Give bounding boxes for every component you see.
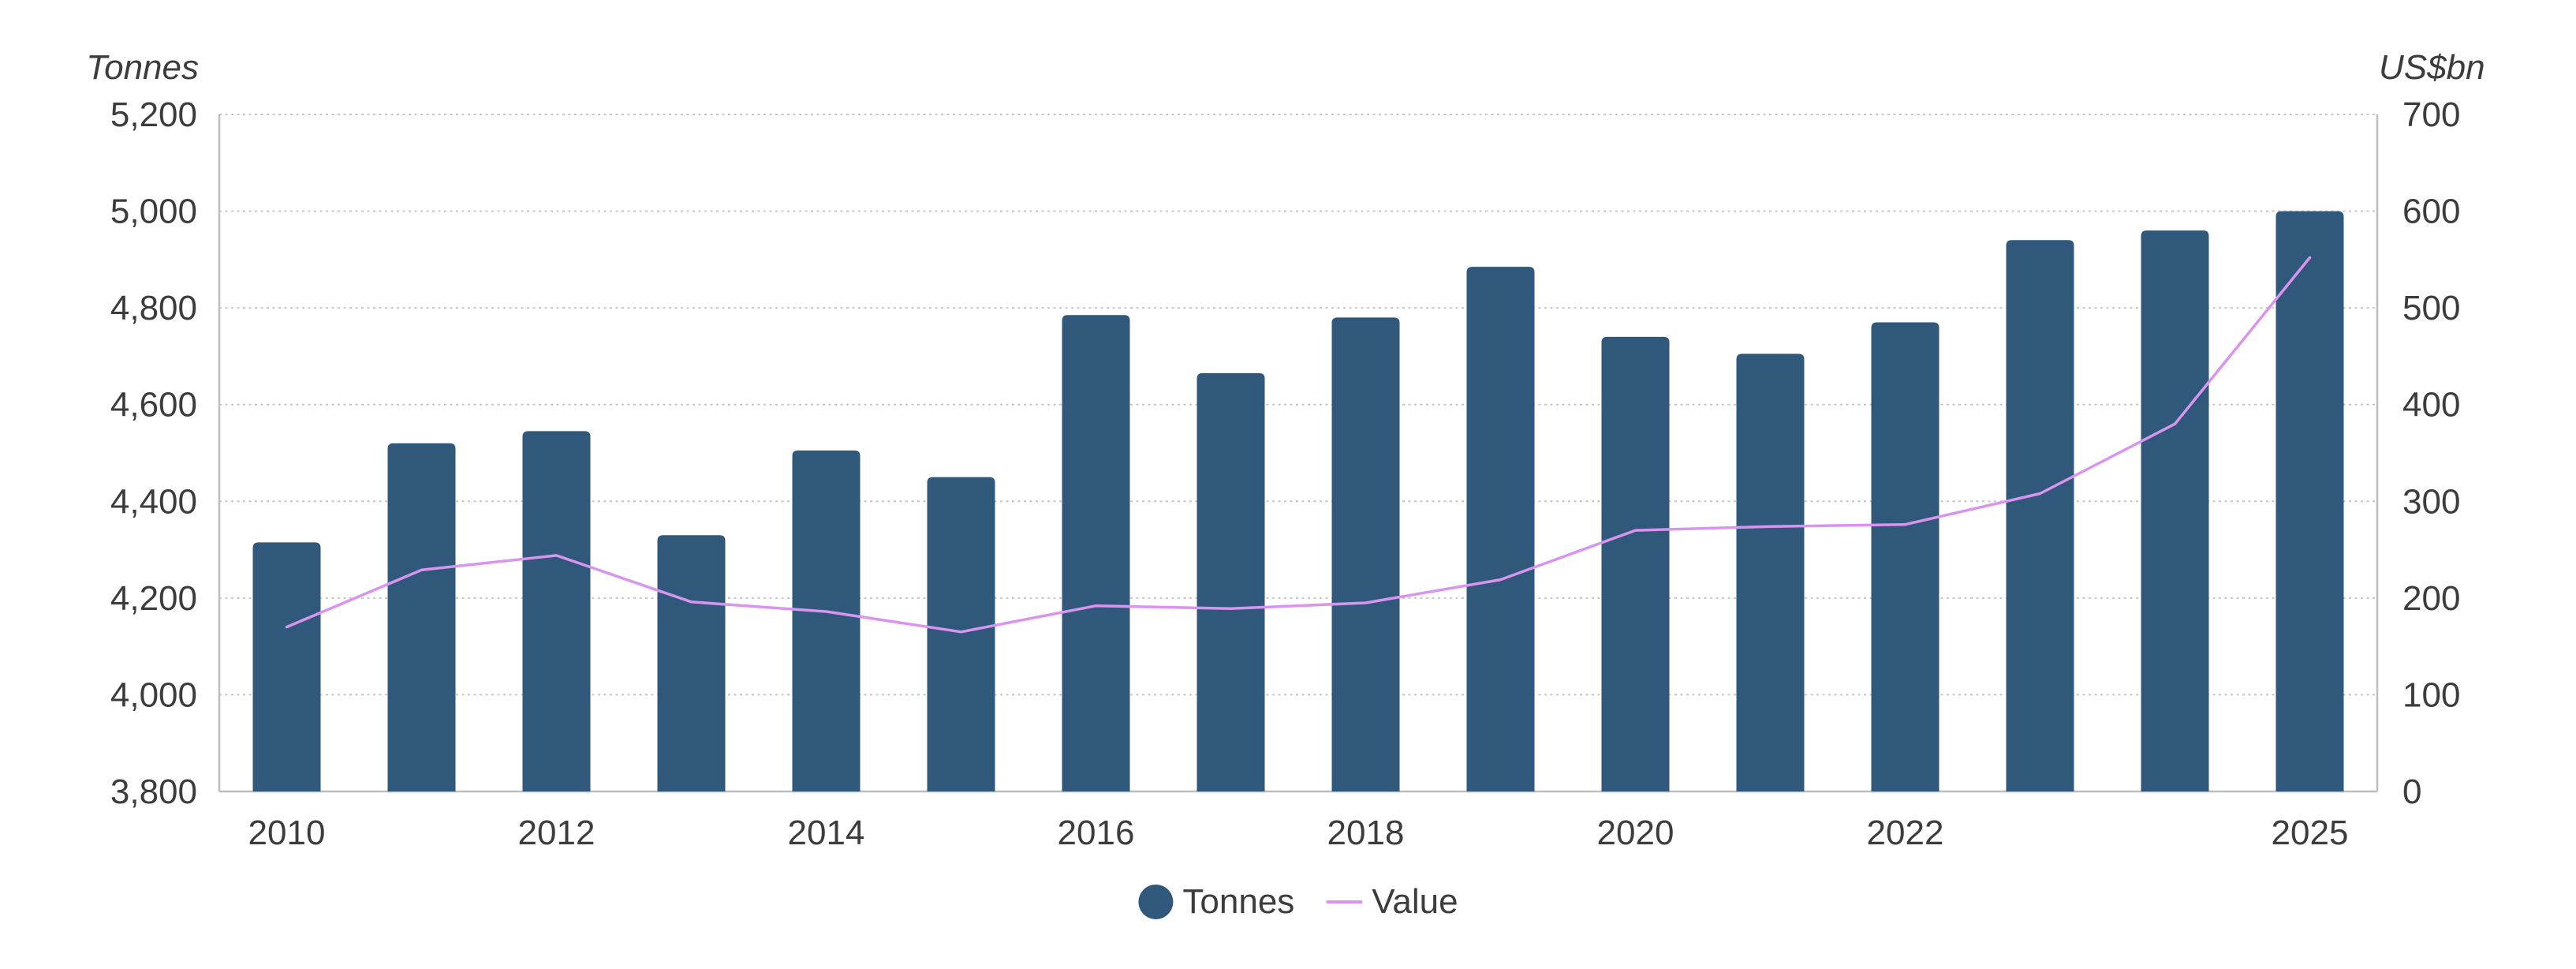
- right-tick-300: 300: [2402, 482, 2460, 521]
- left-tick-4,000: 4,000: [110, 675, 197, 714]
- x-tick-2010: 2010: [248, 814, 326, 852]
- right-tick-0: 0: [2402, 773, 2421, 811]
- left-tick-3,800: 3,800: [110, 773, 197, 811]
- left-tick-4,800: 4,800: [110, 289, 197, 327]
- bar-2014: [792, 450, 861, 791]
- bar-2010: [252, 542, 321, 791]
- bar-2022: [1871, 322, 1939, 791]
- tonnes-legend-label: Tonnes: [1182, 882, 1295, 921]
- left-tick-5,200: 5,200: [110, 95, 197, 134]
- bar-2012: [522, 431, 591, 791]
- tonnes-legend-marker-icon: [1138, 885, 1174, 919]
- right-tick-700: 700: [2402, 95, 2460, 134]
- x-tick-2025: 2025: [2272, 814, 2349, 852]
- right-tick-400: 400: [2402, 386, 2460, 425]
- right-axis-title: US$bn: [2379, 48, 2485, 87]
- bar-2021: [1736, 354, 1805, 791]
- value-legend-marker-icon: [1326, 900, 1363, 904]
- x-tick-2018: 2018: [1327, 814, 1405, 852]
- left-tick-4,200: 4,200: [110, 579, 197, 618]
- value-line: [285, 256, 2312, 634]
- legend: Tonnes Value: [1138, 885, 1458, 919]
- left-axis-title: Tonnes: [86, 48, 199, 87]
- bar-2018: [1331, 317, 1400, 791]
- x-tick-2014: 2014: [788, 814, 865, 852]
- x-tick-2022: 2022: [1867, 814, 1944, 852]
- bar-2013: [657, 535, 726, 791]
- bar-2023: [2006, 240, 2074, 791]
- bar-2017: [1197, 372, 1265, 791]
- left-tick-5,000: 5,000: [110, 193, 197, 231]
- x-tick-2016: 2016: [1058, 814, 1135, 852]
- right-tick-200: 200: [2402, 579, 2460, 618]
- bar-2019: [1466, 267, 1535, 792]
- left-tick-4,400: 4,400: [110, 482, 197, 521]
- x-tick-2012: 2012: [518, 814, 595, 852]
- bar-2025: [2275, 211, 2344, 792]
- bar-2020: [1601, 336, 1670, 791]
- value-legend-label: Value: [1372, 882, 1458, 921]
- left-tick-4,600: 4,600: [110, 386, 197, 425]
- right-tick-100: 100: [2402, 675, 2460, 714]
- x-tick-2020: 2020: [1597, 814, 1674, 852]
- bar-2024: [2141, 230, 2209, 792]
- right-tick-600: 600: [2402, 193, 2460, 231]
- bar-2016: [1062, 315, 1130, 791]
- bar-2015: [927, 477, 995, 791]
- right-tick-500: 500: [2402, 289, 2460, 327]
- bar-2011: [387, 443, 456, 791]
